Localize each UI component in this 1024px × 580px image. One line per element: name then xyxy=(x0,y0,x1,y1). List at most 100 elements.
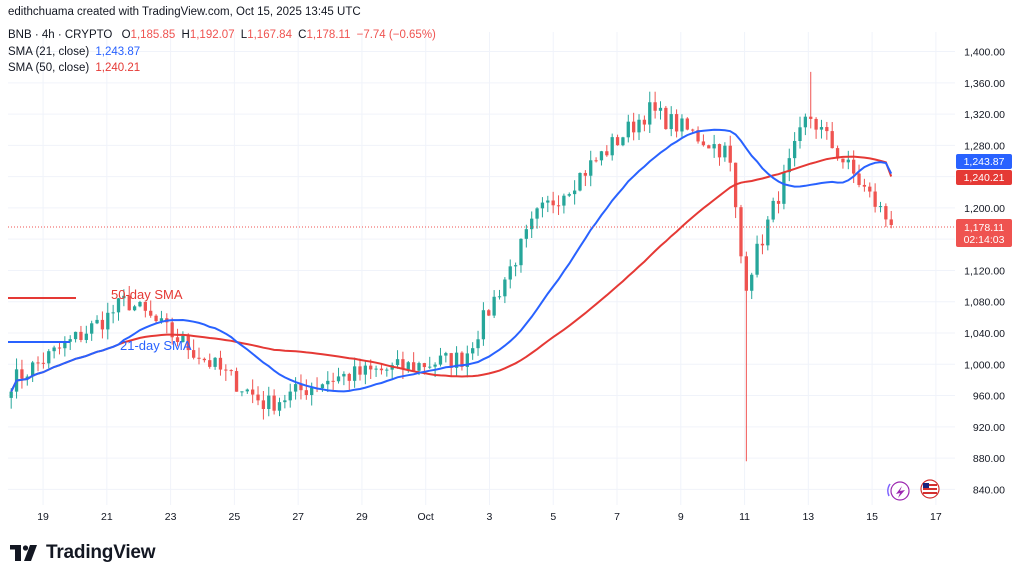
candle-body xyxy=(540,202,545,209)
candle-body xyxy=(406,362,410,370)
candle-body xyxy=(127,295,131,311)
candle-body xyxy=(181,335,185,343)
candle-body xyxy=(197,357,201,359)
candle-body xyxy=(106,312,110,330)
candle-body xyxy=(326,380,330,385)
candle-body xyxy=(116,298,121,313)
candle-body xyxy=(256,394,260,401)
us-flag-icon[interactable] xyxy=(920,479,940,499)
candle-body xyxy=(814,118,818,130)
symbol-label[interactable]: BNB · 4h · CRYPTO xyxy=(8,29,113,41)
ohlc-line: BNB · 4h · CRYPTO O1,185.85 H1,192.07 L1… xyxy=(8,29,436,41)
price-tick-label: 1,280.00 xyxy=(964,140,1005,152)
candle-body xyxy=(809,116,813,119)
candle-body xyxy=(621,137,625,146)
candle-body xyxy=(277,402,282,411)
candle-body xyxy=(787,158,791,173)
candle-body xyxy=(610,137,614,156)
candle-body xyxy=(626,121,630,138)
candle-body xyxy=(444,353,448,356)
candle-body xyxy=(234,371,239,392)
candle-body xyxy=(149,310,153,316)
candle-body xyxy=(567,194,571,196)
candle-body xyxy=(465,353,469,367)
last-price-tag: 1,178.11 02:14:03 xyxy=(956,219,1012,247)
candle-body xyxy=(878,206,883,208)
candle-body xyxy=(513,265,518,267)
time-tick-label: 3 xyxy=(487,511,493,523)
candle-body xyxy=(342,373,346,377)
candle-body xyxy=(792,140,797,159)
time-tick-label: 29 xyxy=(356,511,368,523)
candle-body xyxy=(352,366,357,381)
candle-body xyxy=(20,369,24,379)
candle-body xyxy=(9,391,13,398)
sma21-line xyxy=(10,128,893,393)
candle-body xyxy=(208,360,212,367)
candle-body xyxy=(873,191,877,207)
candle-body xyxy=(41,362,46,364)
candle-body xyxy=(530,218,534,230)
sma50-legend[interactable]: SMA (50, close) 1,240.21 xyxy=(8,62,141,74)
candle-body xyxy=(90,323,94,334)
candle-body xyxy=(572,190,577,195)
candle-body xyxy=(664,107,668,130)
candle-body xyxy=(310,387,314,396)
candle-body xyxy=(803,116,808,128)
price-tick-label: 1,080.00 xyxy=(964,297,1005,309)
candle-body xyxy=(385,369,389,371)
candle-body xyxy=(583,172,588,176)
candle-body xyxy=(36,362,40,364)
svg-text:02:14:03: 02:14:03 xyxy=(964,234,1005,246)
candle-body xyxy=(551,200,555,206)
candle-body xyxy=(95,319,99,324)
candle-body xyxy=(594,160,598,162)
candle-body xyxy=(213,357,217,367)
candle-body xyxy=(347,373,351,381)
candle-body xyxy=(395,359,400,366)
candle-body xyxy=(261,400,266,410)
candle-body xyxy=(492,296,496,316)
svg-text:1,240.21: 1,240.21 xyxy=(964,172,1005,184)
candle-body xyxy=(428,366,432,368)
sma21-value: 1,243.87 xyxy=(95,46,141,58)
time-tick-label: 17 xyxy=(930,511,942,523)
candle-body xyxy=(471,348,475,354)
tradingview-logo[interactable]: TradingView xyxy=(10,542,156,564)
candle-body xyxy=(760,243,765,246)
logo-text: TradingView xyxy=(46,542,156,563)
candle-body xyxy=(717,144,722,158)
candle-body xyxy=(186,335,190,351)
candle-body xyxy=(363,365,367,375)
candle-body xyxy=(251,389,255,395)
time-axis[interactable]: 19 21 23 25 27 29 Oct 3 5 7 9 11 13 15 17 xyxy=(37,511,942,523)
events-icon[interactable] xyxy=(887,481,910,501)
candle-body xyxy=(417,363,421,371)
candle-body xyxy=(696,130,700,142)
candle-body xyxy=(481,310,486,340)
candle-body xyxy=(653,102,657,111)
price-axis[interactable]: 1,400.001,360.001,320.001,280.001,240.00… xyxy=(964,47,1005,497)
time-tick-label: Oct xyxy=(418,511,434,523)
time-tick-label: 13 xyxy=(802,511,814,523)
candle-body xyxy=(589,160,593,176)
candle-body xyxy=(293,384,298,392)
sma21-legend[interactable]: SMA (21, close) 1,243.87 xyxy=(8,46,141,58)
price-tick-label: 1,200.00 xyxy=(964,203,1005,215)
candle-body xyxy=(401,359,405,370)
candle-body xyxy=(159,318,164,322)
candle-body xyxy=(218,357,223,370)
candle-body xyxy=(508,266,512,280)
time-tick-label: 9 xyxy=(678,511,684,523)
candle-body xyxy=(599,151,604,161)
candle-body xyxy=(680,118,684,132)
high-value: 1,192.07 xyxy=(189,29,235,41)
candle-body xyxy=(202,358,207,361)
candles xyxy=(9,71,893,462)
candle-body xyxy=(648,102,652,125)
candle-body xyxy=(819,127,824,130)
candle-body xyxy=(642,119,647,125)
candle-body xyxy=(771,200,775,220)
price-tick-label: 840.00 xyxy=(973,484,1005,496)
